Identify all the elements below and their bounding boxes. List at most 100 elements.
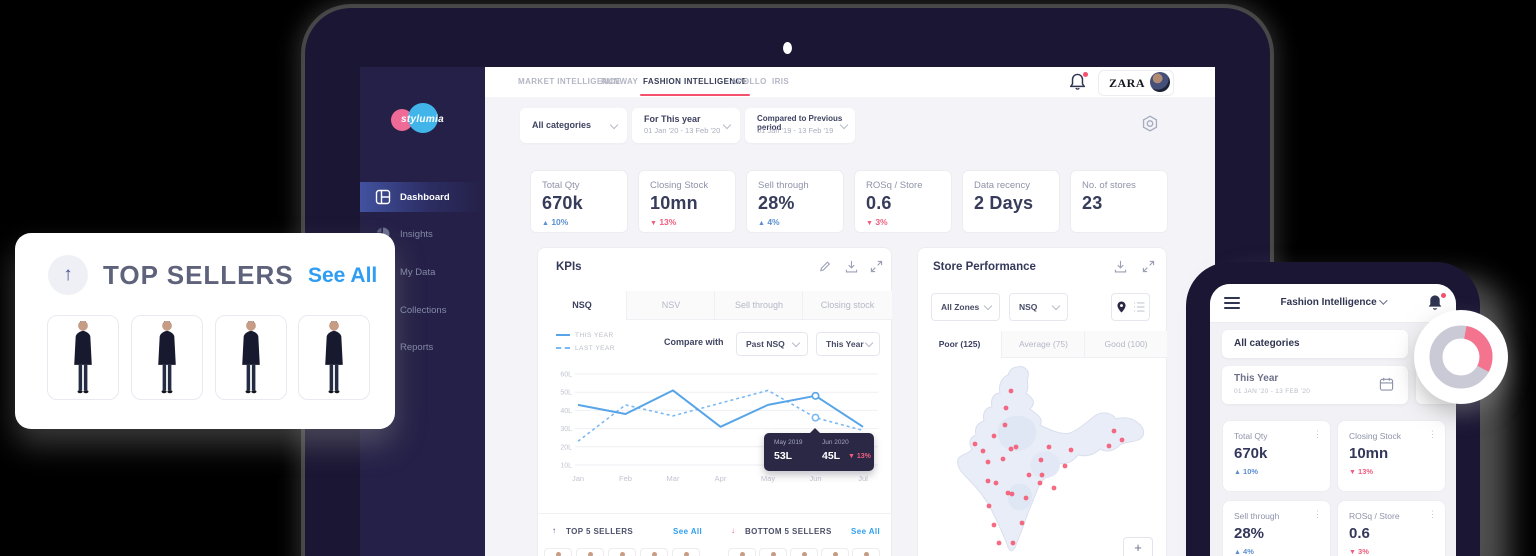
user-avatar[interactable] [1150, 72, 1170, 92]
store-dot [1005, 490, 1011, 496]
map-view-toggle[interactable] [1111, 293, 1132, 321]
bottom-sellers-see-all-link[interactable]: See All [851, 527, 881, 536]
expand-icon[interactable] [870, 260, 884, 274]
x-tick-label: Mar [667, 474, 680, 483]
kebab-menu-icon[interactable]: ⋮ [1428, 509, 1437, 519]
period-filter-dropdown[interactable]: For This year 01 Jan '20 - 13 Feb '20 [632, 108, 740, 143]
kebab-menu-icon[interactable]: ⋮ [1313, 509, 1322, 519]
kpi-delta: ▼ 13% [650, 217, 677, 227]
legend-last-year: LAST YEAR [556, 345, 615, 353]
kpis-panel: KPIs NSQ NSV Sell through Closing stock [537, 247, 892, 556]
kpi-card-data-recency: Data recency 2 Days [962, 170, 1060, 233]
chevron-down-icon [609, 120, 619, 130]
store-dot [1051, 485, 1057, 491]
seller-thumbnail[interactable] [576, 548, 604, 556]
seller-thumbnail[interactable] [728, 548, 756, 556]
compare-metric-dropdown[interactable]: Past NSQ [736, 332, 808, 356]
x-tick-label: Jan [572, 474, 584, 483]
product-card[interactable] [215, 315, 287, 400]
client-account-chip[interactable]: ZARA [1098, 70, 1174, 96]
seller-thumbnail[interactable] [544, 548, 572, 556]
category-filter-dropdown[interactable]: All categories [520, 108, 627, 143]
india-store-map[interactable] [918, 357, 1166, 556]
store-metric-dropdown[interactable]: NSQ [1009, 293, 1068, 321]
sidebar-item-dashboard[interactable]: Dashboard [360, 182, 485, 212]
kpi-card-rosq-store: ROSq / Store 0.6 ▼ 3% [854, 170, 952, 233]
tab-closing-stock[interactable]: Closing stock [802, 291, 892, 320]
top-sellers-see-all-link[interactable]: See All [673, 527, 703, 536]
period-filter-title: For This year [644, 114, 701, 124]
kpi-label: Closing Stock [650, 180, 709, 191]
edit-pencil-icon[interactable] [818, 260, 832, 274]
kpi-value: 670k [542, 193, 583, 213]
phone-kpi-sell-through: Sell through ⋮ 28% ▲ 4% [1222, 500, 1331, 556]
compare-filter-title: Compared to Previous period [757, 114, 843, 132]
product-card[interactable] [131, 315, 203, 400]
seller-thumbnail[interactable] [821, 548, 849, 556]
divider [538, 513, 891, 514]
settings-gear-icon[interactable] [1140, 114, 1160, 139]
compare-period-dropdown[interactable]: This Year [816, 332, 880, 356]
y-tick-label: 50L [560, 390, 572, 397]
top-nav: MARKET INTELLIGENCE RUNWAY FASHION INTEL… [485, 67, 1215, 97]
phone-period-filter[interactable]: This Year 01 JAN '20 - 13 FEB '20 [1222, 366, 1408, 404]
legend-dashed-line [556, 347, 570, 350]
expand-icon[interactable] [1142, 260, 1156, 274]
zone-filter-dropdown[interactable]: All Zones [931, 293, 1000, 321]
product-card[interactable] [298, 315, 370, 400]
panel-title: KPIs [556, 261, 582, 273]
tab-good[interactable]: Good (100) [1084, 331, 1167, 358]
seller-thumbnail[interactable] [852, 548, 880, 556]
kebab-menu-icon[interactable]: ⋮ [1428, 429, 1437, 439]
x-tick-label: May [761, 474, 775, 483]
kpi-delta: ▲ 4% [758, 217, 780, 227]
tab-sell-through[interactable]: Sell through [714, 291, 803, 320]
sidebar-item-label: Reports [400, 341, 434, 353]
seller-thumbnail[interactable] [608, 548, 636, 556]
list-view-toggle[interactable] [1130, 293, 1150, 321]
donut-chart-badge [1414, 310, 1508, 404]
nav-apollo[interactable]: APOLLO [731, 77, 767, 86]
seller-thumbnail[interactable] [672, 548, 700, 556]
kpi-delta: ▲ 4% [1234, 547, 1254, 556]
chevron-down-icon [791, 338, 801, 348]
tab-poor[interactable]: Poor (125) [918, 331, 1001, 358]
tab-average[interactable]: Average (75) [1001, 331, 1085, 358]
download-icon[interactable] [1114, 260, 1128, 274]
logo-wordmark: stylumia [401, 114, 444, 125]
state-shade [1030, 451, 1060, 479]
kebab-menu-icon[interactable]: ⋮ [1313, 429, 1322, 439]
notifications-bell-icon[interactable] [1069, 72, 1088, 92]
nav-market-intelligence[interactable]: MARKET INTELLIGENCE [518, 77, 621, 86]
phone-device: Fashion Intelligence All categories This… [1186, 262, 1480, 556]
store-dot [993, 480, 999, 486]
product-card[interactable] [47, 315, 119, 400]
nav-runway[interactable]: RUNWAY [601, 77, 639, 86]
see-all-link[interactable]: See All [308, 264, 378, 287]
download-icon[interactable] [845, 260, 859, 274]
this-year-line [577, 389, 864, 428]
tab-nsv[interactable]: NSV [626, 291, 715, 320]
menu-hamburger-icon[interactable] [1224, 297, 1240, 309]
donut-chart [1429, 325, 1493, 389]
seller-thumbnail[interactable] [790, 548, 818, 556]
compare-filter-dropdown[interactable]: Compared to Previous period 01 Jan '19 -… [745, 108, 855, 143]
x-tick-label: Jun [809, 474, 821, 483]
phone-page-title[interactable]: Fashion Intelligence [1210, 284, 1456, 322]
chart-tooltip: May 2019 53L Jun 2020 45L ▼ 13% [764, 428, 874, 471]
tab-nsq[interactable]: NSQ [538, 291, 626, 320]
map-zoom-in-button[interactable]: + [1123, 537, 1153, 556]
nav-fashion-intelligence[interactable]: FASHION INTELLIGENCE [639, 67, 751, 97]
tooltip-left-value: 53L [774, 450, 793, 462]
kpi-card-no-of-stores: No. of stores 23 [1070, 170, 1168, 233]
compare-with-label: Compare with [664, 337, 724, 347]
store-dot [1008, 388, 1014, 394]
phone-category-filter[interactable]: All categories [1222, 330, 1408, 358]
seller-thumbnail[interactable] [640, 548, 668, 556]
seller-thumbnail[interactable] [759, 548, 787, 556]
state-shade [1008, 483, 1032, 511]
nav-iris[interactable]: IRIS [772, 77, 790, 86]
kpi-label: No. of stores [1082, 180, 1136, 191]
notifications-bell-icon[interactable] [1428, 293, 1446, 313]
store-dot [1119, 437, 1125, 443]
